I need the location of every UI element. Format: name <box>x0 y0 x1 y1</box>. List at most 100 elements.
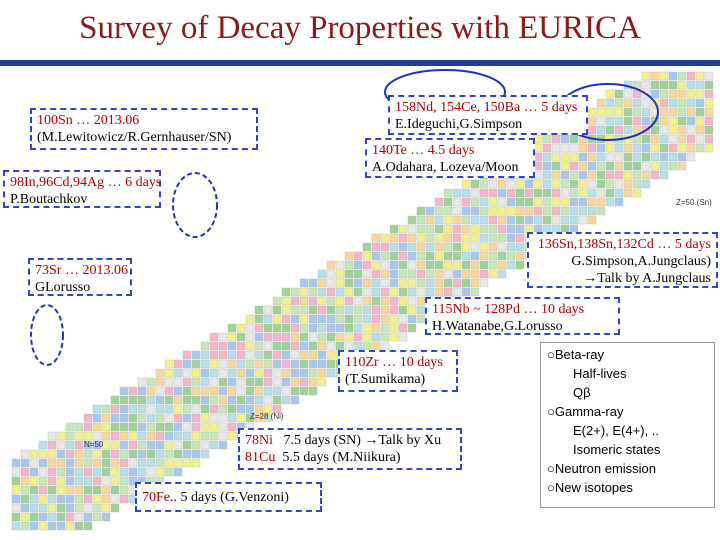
feature: ○Beta-ray <box>547 347 604 362</box>
nuclide-cell <box>173 395 183 405</box>
nuclide-cell <box>200 395 210 405</box>
nuclide-cell <box>272 404 282 414</box>
nuclide-cell <box>56 476 66 486</box>
nuclide-cell <box>128 440 138 450</box>
nuclide-cell <box>218 395 228 405</box>
nuclide-cell <box>506 179 516 189</box>
nuclide-cell <box>569 206 579 216</box>
nuclide-cell <box>515 233 525 243</box>
nuclide-cell <box>587 143 597 153</box>
nuclide-cell <box>317 341 327 351</box>
nuclide-cell <box>209 440 219 450</box>
nuclide-cell <box>299 332 309 342</box>
nuclide-cell <box>317 350 327 360</box>
nuclide-cell <box>632 179 642 189</box>
nuclide-cell <box>461 206 471 216</box>
nuclide-cell <box>515 188 525 198</box>
nuclide-cell <box>110 413 120 423</box>
nuclide-cell <box>452 269 462 279</box>
nuclide-cell <box>596 98 606 108</box>
nuclide-cell <box>551 179 561 189</box>
nuclide-cell <box>182 449 192 459</box>
nuclide-cell <box>155 368 165 378</box>
nuclide-cell <box>110 458 120 468</box>
nuclide-cell <box>578 170 588 180</box>
nuclide-cell <box>47 458 57 468</box>
nuclide-cell <box>236 368 246 378</box>
nuclide-cell <box>389 323 399 333</box>
nuclide-cell <box>227 341 237 351</box>
nuclide-cell <box>623 107 633 117</box>
nuclide-cell <box>434 269 444 279</box>
nuclide-cell <box>461 251 471 261</box>
nuclide-cell <box>200 386 210 396</box>
nuclide-cell <box>110 395 120 405</box>
nuclide-cell <box>83 476 93 486</box>
nuclide-cell <box>659 80 669 90</box>
nuclide-cell <box>380 314 390 324</box>
nuclide-cell <box>479 233 489 243</box>
nuclide-cell <box>443 224 453 234</box>
nuclide-cell <box>371 296 381 306</box>
nuclide-cell <box>119 386 129 396</box>
nuclide-cell <box>668 71 678 81</box>
nuclide-cell <box>119 431 129 441</box>
nuclide-cell <box>371 242 381 252</box>
nuclide-cell <box>38 449 48 459</box>
nuclide-cell <box>506 224 516 234</box>
nuclide-cell <box>200 341 210 351</box>
nuclide-cell <box>497 260 507 270</box>
box-heading: 73Sr … 2013.06 <box>35 263 128 278</box>
nuclide-cell <box>551 197 561 207</box>
nuclide-cell <box>353 251 363 261</box>
nuclide-cell <box>47 476 57 486</box>
nuclide-cell <box>74 440 84 450</box>
nuclide-cell <box>299 377 309 387</box>
nuclide-cell <box>74 449 84 459</box>
nuclide-cell <box>650 143 660 153</box>
nuclide-cell <box>281 296 291 306</box>
nuclide-cell <box>29 494 39 504</box>
nuclide-cell <box>200 431 210 441</box>
nuclide-cell <box>254 323 264 333</box>
nuclide-cell <box>173 422 183 432</box>
nuclide-cell <box>389 251 399 261</box>
nuclide-cell <box>542 188 552 198</box>
nuclide-cell <box>191 395 201 405</box>
nuclide-cell <box>659 89 669 99</box>
feature-list: ○Beta-ray Half-lives Qβ ○Gamma-ray E(2+)… <box>540 342 715 508</box>
nuclide-cell <box>461 179 471 189</box>
nuclide-cell <box>470 188 480 198</box>
nuclide-cell <box>209 332 219 342</box>
nuclide-cell <box>704 71 714 81</box>
nuclide-cell <box>497 206 507 216</box>
nuclide-cell <box>182 377 192 387</box>
nuclide-cell <box>578 188 588 198</box>
nuclide-cell <box>596 206 606 216</box>
nuclide-cell <box>686 134 696 144</box>
nuclide-cell <box>434 215 444 225</box>
nuclide-cell <box>326 260 336 270</box>
nuclide-cell <box>362 287 372 297</box>
nuclide-cell <box>551 161 561 171</box>
nuclide-cell <box>479 206 489 216</box>
nuclide-cell <box>371 314 381 324</box>
nuclide-cell <box>344 260 354 270</box>
nuclide-cell <box>218 440 228 450</box>
nuclide-cell <box>263 350 273 360</box>
nuclide-cell <box>272 314 282 324</box>
nuclide-cell <box>389 260 399 270</box>
nuclide-cell <box>236 323 246 333</box>
nuclide-cell <box>569 188 579 198</box>
nuclide-cell <box>659 134 669 144</box>
nuclide-cell <box>353 287 363 297</box>
nuclide-cell <box>74 485 84 495</box>
nuclide-cell <box>677 161 687 171</box>
nuclide-cell <box>128 413 138 423</box>
nuclide-cell <box>119 404 129 414</box>
nuclide-cell <box>596 143 606 153</box>
nuclide-cell <box>218 341 228 351</box>
nuclide-cell <box>254 368 264 378</box>
nuclide-cell <box>551 206 561 216</box>
nuclide-cell <box>452 278 462 288</box>
